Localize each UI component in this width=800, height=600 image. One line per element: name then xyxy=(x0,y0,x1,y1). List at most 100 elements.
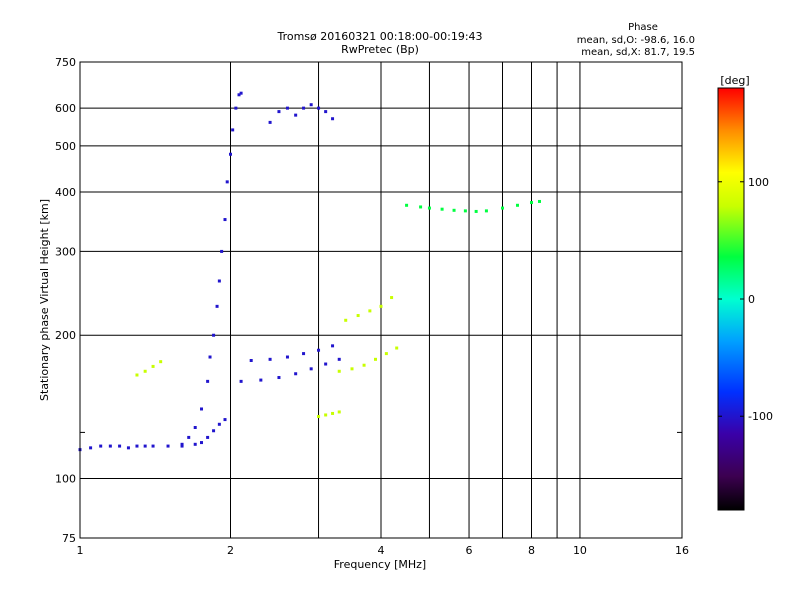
data-point xyxy=(231,128,235,132)
y-tick-label: 400 xyxy=(55,186,76,199)
data-point xyxy=(108,444,112,448)
data-point xyxy=(215,304,219,308)
data-point xyxy=(530,201,533,205)
data-point xyxy=(151,364,155,368)
data-point xyxy=(331,411,335,415)
data-point xyxy=(193,425,197,429)
data-point xyxy=(324,413,328,417)
data-point xyxy=(212,429,216,433)
data-point xyxy=(374,357,378,361)
data-point xyxy=(225,180,229,184)
y-tick-label: 75 xyxy=(62,532,76,545)
x-tick-label: 2 xyxy=(227,544,234,557)
data-point xyxy=(390,296,394,300)
data-point xyxy=(317,414,321,418)
y-tick-label: 750 xyxy=(55,56,76,69)
data-point xyxy=(223,418,227,422)
data-point xyxy=(331,117,335,121)
data-point xyxy=(220,249,224,253)
data-point xyxy=(234,106,238,110)
phase-box-title: Phase xyxy=(628,22,658,33)
data-point xyxy=(324,110,328,114)
data-point xyxy=(206,435,210,439)
data-point xyxy=(212,333,216,337)
data-point xyxy=(118,444,122,448)
x-tick-label: 16 xyxy=(675,544,689,557)
data-point xyxy=(135,373,139,377)
x-tick-label: 10 xyxy=(573,544,587,557)
data-point xyxy=(229,152,232,156)
y-axis-ticks: 75 100 200 300 400 500 600 750 xyxy=(55,56,682,545)
data-point xyxy=(344,318,348,322)
data-point xyxy=(159,360,163,364)
colorbar-tick-label: 0 xyxy=(748,293,755,306)
data-point xyxy=(452,208,456,212)
chart-title: Tromsø 20160321 00:18:00-00:19:43 xyxy=(276,30,482,43)
data-point xyxy=(99,444,103,448)
data-point xyxy=(384,352,388,356)
data-point xyxy=(309,103,313,107)
data-point xyxy=(302,352,306,356)
y-tick-label: 500 xyxy=(55,140,76,153)
data-point xyxy=(317,348,321,352)
data-point xyxy=(356,314,360,318)
data-point xyxy=(285,106,289,110)
data-point xyxy=(324,362,328,366)
colorbar-tick-label: -100 xyxy=(748,410,773,423)
colorbar-ticks: 100 0 -100 xyxy=(718,176,773,423)
y-tick-label: 100 xyxy=(55,473,76,486)
y-tick-label: 600 xyxy=(55,102,76,115)
phase-box-line1: mean, sd,O: -98.6, 16.0 xyxy=(577,35,695,46)
data-point xyxy=(337,369,341,373)
phase-box-line2: mean, sd,X: 81.7, 19.5 xyxy=(581,47,695,58)
data-point xyxy=(187,435,191,439)
data-point xyxy=(166,444,170,448)
data-point xyxy=(285,355,289,359)
data-point xyxy=(395,346,399,350)
data-point xyxy=(277,110,281,114)
x-tick-label: 4 xyxy=(378,544,385,557)
chart-subtitle: RwPretec (Bp) xyxy=(341,43,419,56)
data-point xyxy=(126,446,130,450)
data-point xyxy=(151,444,155,448)
data-point xyxy=(501,206,505,210)
data-point xyxy=(143,444,147,448)
x-tick-label: 6 xyxy=(466,544,473,557)
data-point xyxy=(419,205,423,209)
data-point xyxy=(200,441,204,445)
data-point xyxy=(135,444,139,448)
data-point xyxy=(89,446,93,450)
y-axis-label: Stationary phase Virtual Height [km] xyxy=(38,199,51,401)
data-point xyxy=(268,357,272,361)
x-tick-label: 8 xyxy=(528,544,535,557)
data-point xyxy=(180,444,184,448)
data-point xyxy=(180,442,184,446)
data-point xyxy=(239,91,243,95)
data-point xyxy=(217,422,221,426)
data-point xyxy=(294,113,298,117)
data-points xyxy=(78,91,541,452)
x-tick-label: 1 xyxy=(77,544,84,557)
data-point xyxy=(294,372,298,376)
data-point xyxy=(268,120,272,124)
data-point xyxy=(331,344,335,348)
grid-lines xyxy=(80,62,682,538)
x-axis-label: Frequency [MHz] xyxy=(334,558,426,571)
data-point xyxy=(259,378,263,382)
data-point xyxy=(515,203,519,207)
data-point xyxy=(405,203,409,207)
data-point xyxy=(317,106,321,110)
data-point xyxy=(362,363,366,367)
colorbar-tick-label: 100 xyxy=(748,176,769,189)
data-point xyxy=(463,209,467,213)
plot-frame xyxy=(79,61,683,539)
data-point xyxy=(237,93,241,97)
data-point xyxy=(239,379,243,383)
data-point xyxy=(200,407,204,411)
data-point xyxy=(427,206,431,210)
data-point xyxy=(350,367,354,371)
data-point xyxy=(337,357,341,361)
data-point xyxy=(379,304,383,308)
data-point xyxy=(223,218,227,222)
data-point xyxy=(368,309,372,313)
